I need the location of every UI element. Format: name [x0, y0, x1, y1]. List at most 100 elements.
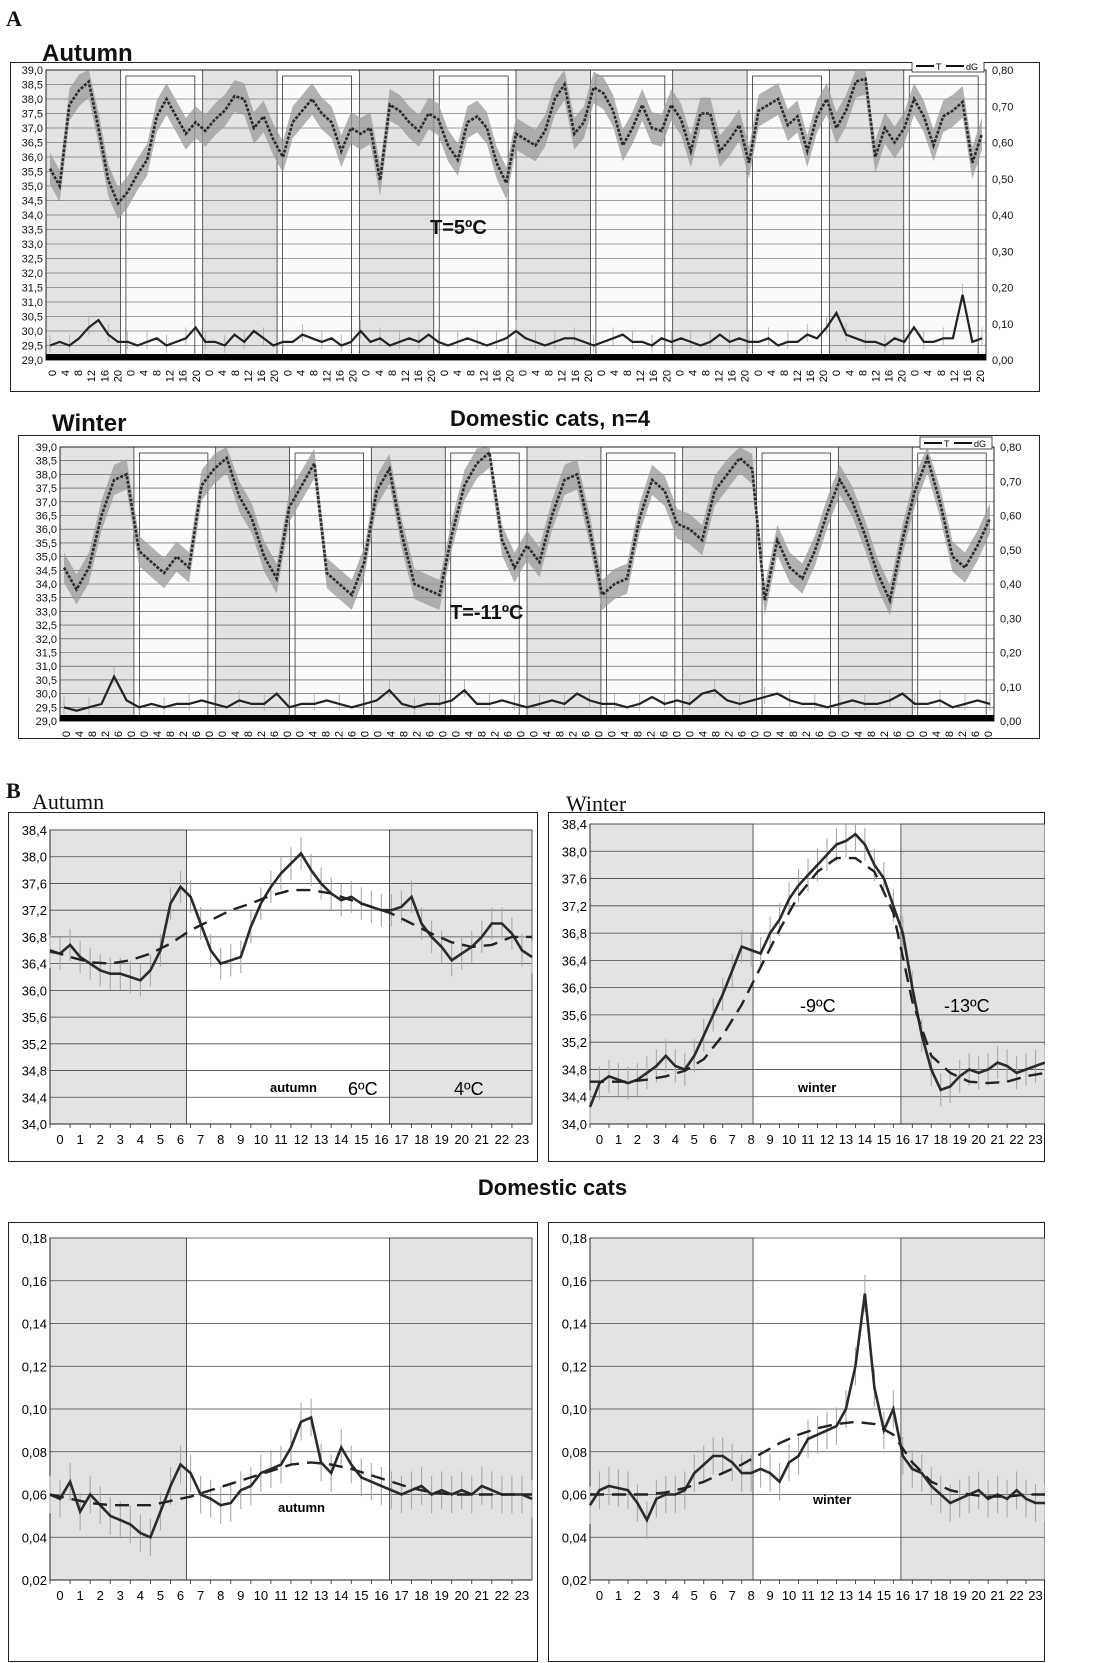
x-tick-label: 4: [152, 731, 164, 737]
y-tick-label: 29,5: [22, 341, 43, 353]
temperature-annotation: -9ºC: [800, 996, 836, 1016]
x-tick-label: 20: [126, 731, 138, 739]
x-tick-label: 8: [857, 370, 869, 376]
x-tick-label: 22: [495, 1132, 509, 1147]
y-tick-label: 38,0: [22, 94, 43, 106]
y-tick-label: 34,5: [36, 565, 57, 577]
x-tick-label: 13: [839, 1132, 853, 1147]
y-tick-label: 30,0: [22, 326, 43, 338]
t-error-band: [64, 447, 990, 616]
y-tick-label: 0,04: [562, 1530, 587, 1545]
x-tick-label: 15: [354, 1588, 368, 1603]
baseline-bar: [46, 354, 986, 360]
x-tick-label: 4: [138, 370, 150, 376]
y-tick-label: 33,0: [36, 606, 57, 618]
y-tick-label: 34,0: [22, 210, 43, 222]
x-tick-label: 13: [314, 1132, 328, 1147]
x-tick-label: 12: [243, 370, 255, 382]
x-tick-label: 12: [645, 731, 657, 739]
x-tick-label: 9: [237, 1588, 244, 1603]
x-tick-label: 0: [684, 731, 696, 737]
x-tick-label: 4: [230, 731, 242, 737]
x-tick-label: 0: [674, 370, 686, 376]
y-tick-label: 36,0: [562, 981, 587, 996]
y-tick-label: 36,0: [36, 524, 57, 536]
y-tick-label: 37,6: [22, 876, 47, 891]
x-tick-label: 4: [137, 1132, 144, 1147]
x-tick-label: 12: [957, 731, 969, 739]
y-tick-label: 35,0: [36, 552, 57, 564]
x-tick-label: 12: [567, 731, 579, 739]
x-tick-label: 20: [348, 370, 360, 382]
y-tick-label: 0,12: [562, 1359, 587, 1374]
x-tick-label: 20: [661, 370, 673, 382]
y-tick-label: 37,0: [22, 123, 43, 135]
y-tick-label: 35,2: [22, 1037, 47, 1052]
x-tick-label: 17: [915, 1588, 929, 1603]
y-tick-label: 37,5: [36, 483, 57, 495]
y-tick-label: 38,4: [562, 817, 587, 832]
y-tick-label: 0,10: [562, 1402, 587, 1417]
x-tick-label: 2: [634, 1588, 641, 1603]
season-label: winter: [812, 1492, 851, 1507]
x-tick-label: 17: [394, 1132, 408, 1147]
x-tick-label: 12: [321, 370, 333, 382]
y-tick-label: 31,0: [22, 297, 43, 309]
y-tick-label: 38,0: [22, 850, 47, 865]
y-tick-label: 34,4: [562, 1090, 587, 1105]
x-tick-label: 8: [165, 731, 177, 737]
x-tick-label: 8: [87, 731, 99, 737]
x-tick-label: 4: [775, 731, 787, 737]
x-tick-label: 12: [723, 731, 735, 739]
x-tick-label: 8: [73, 370, 85, 376]
y-tick-label: 30,0: [36, 689, 57, 701]
y-tick-label: 31,0: [36, 661, 57, 673]
day-box: [917, 452, 987, 722]
y-tick-label: 36,4: [22, 957, 47, 972]
x-tick-label: 12: [820, 1588, 834, 1603]
y-tick-label: 34,8: [22, 1064, 47, 1079]
legend-label-t: T: [936, 62, 942, 72]
y-tick-label: 36,5: [36, 511, 57, 523]
y-tick-label: 33,5: [22, 225, 43, 237]
x-tick-label: 19: [952, 1588, 966, 1603]
y-tick-label: 35,5: [22, 167, 43, 179]
x-tick-label: 16: [805, 370, 817, 382]
x-tick-label: 0: [606, 731, 618, 737]
x-tick-label: 20: [516, 731, 528, 739]
y-tick-label: 30,5: [36, 675, 57, 687]
x-tick-label: 9: [766, 1588, 773, 1603]
y-tick-label: 36,4: [562, 953, 587, 968]
y2-tick-label: 0,30: [1000, 613, 1021, 625]
x-tick-label: 3: [117, 1132, 124, 1147]
x-tick-label: 16: [191, 731, 203, 739]
y-tick-label: 33,0: [22, 239, 43, 251]
x-tick-label: 8: [477, 731, 489, 737]
x-tick-label: 16: [814, 731, 826, 739]
x-tick-label: 1: [77, 1588, 84, 1603]
x-tick-label: 16: [503, 731, 515, 739]
x-tick-label: 22: [1009, 1132, 1023, 1147]
x-tick-label: 9: [766, 1132, 773, 1147]
frame: [10, 62, 1040, 392]
x-tick-label: 4: [853, 731, 865, 737]
x-tick-label: 12: [801, 731, 813, 739]
x-tick-label: 22: [495, 1588, 509, 1603]
x-tick-label: 20: [360, 731, 372, 739]
y-tick-label: 30,5: [22, 312, 43, 324]
x-tick-label: 8: [321, 731, 333, 737]
x-tick-label: 14: [334, 1132, 348, 1147]
y2-tick-label: 0,40: [992, 210, 1013, 222]
chart-b-autumn-dg: 0,180,160,140,120,100,080,060,040,020 1 2 3…: [8, 1222, 538, 1662]
y-tick-label: 34,0: [562, 1117, 587, 1132]
x-tick-label: 23: [515, 1132, 529, 1147]
x-tick-label: 4: [386, 731, 398, 737]
y-tick-label: 32,5: [36, 620, 57, 632]
series-line: [588, 832, 1045, 1108]
x-tick-label: 16: [580, 731, 592, 739]
x-tick-label: 7: [197, 1588, 204, 1603]
x-tick-label: 0: [840, 731, 852, 737]
x-tick-label: 4: [609, 370, 621, 376]
x-tick-label: 0: [918, 731, 930, 737]
x-tick-label: 4: [374, 370, 386, 376]
